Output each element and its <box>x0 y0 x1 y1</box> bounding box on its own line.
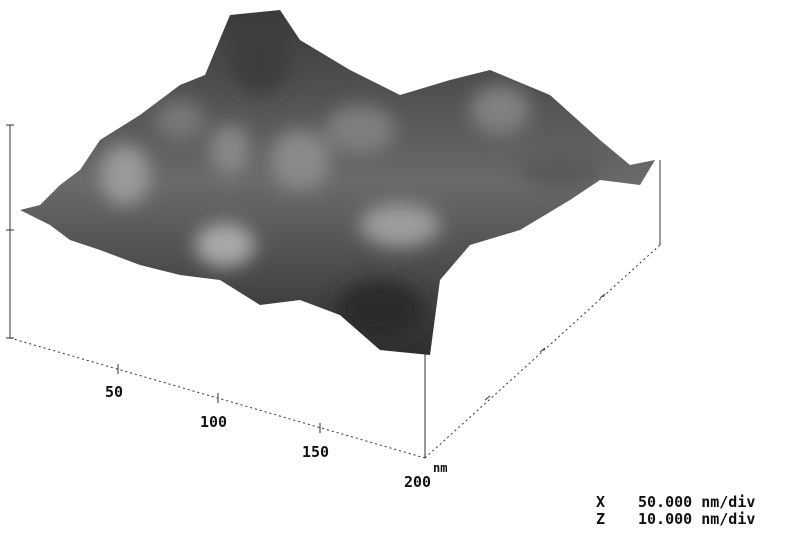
x-tick-label: 100 <box>200 413 227 431</box>
scale-axis: X <box>596 493 605 511</box>
scale-axis: Z <box>596 510 605 528</box>
axis-unit: nm <box>433 461 447 475</box>
x-tick-label: 200 <box>404 473 431 491</box>
surface <box>20 10 655 355</box>
x-tick-label: 50 <box>105 383 123 401</box>
scale-value: 10.000 nm/div <box>638 510 755 528</box>
afm-figure: 50 100 150 200 nm X 50.000 nm/div Z 10.0… <box>0 0 791 533</box>
scale-value: 50.000 nm/div <box>638 493 755 511</box>
x-tick-label: 150 <box>302 443 329 461</box>
y-axis <box>425 245 660 458</box>
